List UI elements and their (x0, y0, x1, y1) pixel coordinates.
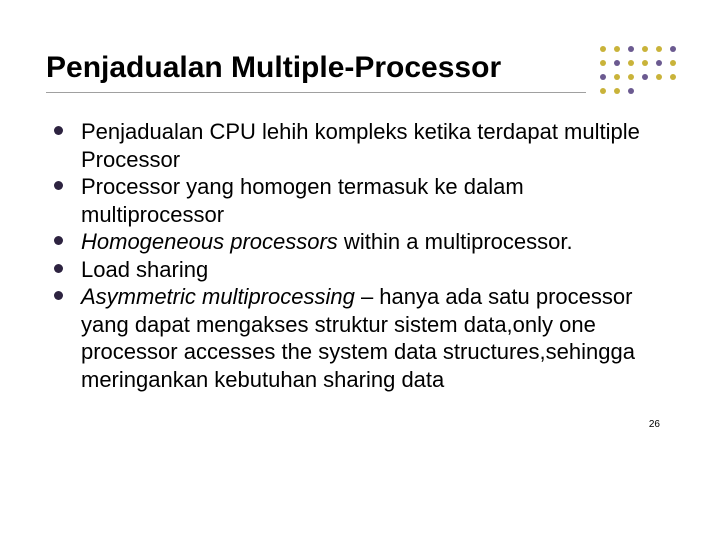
deco-dot (600, 88, 606, 94)
deco-dot (614, 60, 620, 66)
deco-dot (600, 74, 606, 80)
deco-dot (670, 74, 676, 80)
list-item-text: Penjadualan CPU lehih kompleks ketika te… (81, 118, 665, 173)
deco-dot (614, 88, 620, 94)
deco-dot (628, 88, 634, 94)
title-underline (46, 92, 586, 93)
deco-dot (670, 60, 676, 66)
bullet-icon (54, 291, 63, 300)
bullet-icon (54, 181, 63, 190)
deco-dot (656, 60, 662, 66)
list-item: Processor yang homogen termasuk ke dalam… (54, 173, 665, 228)
deco-dot (642, 46, 648, 52)
deco-dot (656, 74, 662, 80)
bullet-icon (54, 236, 63, 245)
list-item: Asymmetric multiprocessing – hanya ada s… (54, 283, 665, 393)
deco-dot (628, 46, 634, 52)
list-item-text: Homogeneous processors within a multipro… (81, 228, 665, 256)
slide: Penjadualan Multiple-Processor Penjadual… (0, 0, 720, 540)
list-item-text: Processor yang homogen termasuk ke dalam… (81, 173, 665, 228)
corner-dot-decoration (600, 46, 690, 114)
page-number: 26 (649, 419, 660, 430)
bullet-list: Penjadualan CPU lehih kompleks ketika te… (46, 118, 665, 393)
list-item: Penjadualan CPU lehih kompleks ketika te… (54, 118, 665, 173)
deco-dot (600, 60, 606, 66)
bullet-icon (54, 126, 63, 135)
deco-dot (642, 74, 648, 80)
list-item-text: Asymmetric multiprocessing – hanya ada s… (81, 283, 665, 393)
deco-dot (628, 60, 634, 66)
deco-dot (628, 74, 634, 80)
deco-dot (614, 46, 620, 52)
deco-dot (600, 46, 606, 52)
bullet-icon (54, 264, 63, 273)
list-item: Homogeneous processors within a multipro… (54, 228, 665, 256)
deco-dot (670, 46, 676, 52)
list-item: Load sharing (54, 256, 665, 284)
deco-dot (656, 46, 662, 52)
list-item-text: Load sharing (81, 256, 665, 284)
deco-dot (614, 74, 620, 80)
deco-dot (642, 60, 648, 66)
slide-title: Penjadualan Multiple-Processor (46, 50, 665, 86)
